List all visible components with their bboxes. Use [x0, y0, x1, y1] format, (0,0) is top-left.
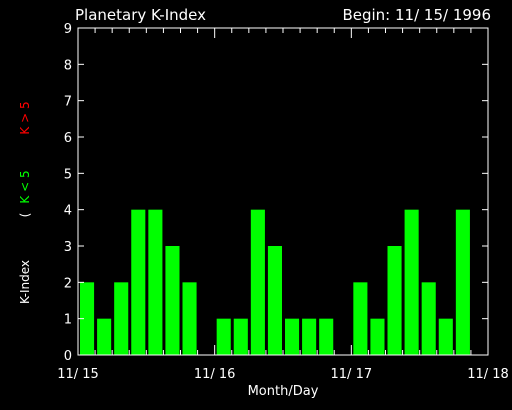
x-tick-label: 11/ 18 — [467, 367, 509, 382]
y-tick-label: 5 — [64, 167, 72, 182]
k-index-bar — [216, 318, 231, 355]
k-index-bar — [421, 282, 436, 355]
k-index-bar — [319, 318, 334, 355]
k-index-bar — [114, 282, 129, 355]
k-index-bar — [233, 318, 248, 355]
y-tick-label: 3 — [64, 240, 72, 255]
y-tick-label: 4 — [64, 204, 72, 219]
k-index-bar — [182, 282, 197, 355]
k-index-bar — [285, 318, 300, 355]
x-tick-label: 11/ 16 — [194, 367, 236, 382]
y-tick-label: 9 — [64, 22, 72, 37]
k-index-bar — [148, 209, 163, 355]
k-index-bar — [370, 318, 385, 355]
k-index-bar — [97, 318, 112, 355]
begin-date: Begin: 11/ 15/ 1996 — [342, 6, 491, 24]
y-tick-label: 1 — [64, 313, 72, 328]
y-axis-label-group: K-Index ( K < 5 K > 5 — [18, 101, 32, 304]
bars-group — [80, 209, 470, 355]
y-tick-label: 6 — [64, 131, 72, 146]
x-axis: 11/ 15 11/ 16 11/ 17 11/ 18 — [57, 28, 509, 382]
y-axis-label-low: K < 5 — [18, 170, 32, 203]
k-index-bar — [387, 246, 402, 355]
k-index-bar — [250, 209, 265, 355]
y-axis-label-open-paren: ( — [18, 213, 32, 218]
y-axis-label-high: K > 5 — [18, 101, 32, 134]
k-index-bar — [80, 282, 95, 355]
k-index-bar — [267, 246, 282, 355]
y-tick-label: 8 — [64, 58, 72, 73]
y-axis-label: K-Index — [18, 260, 32, 304]
k-index-bar — [455, 209, 470, 355]
k-index-bar — [302, 318, 317, 355]
k-index-bar — [438, 318, 453, 355]
k-index-bar — [131, 209, 146, 355]
k-index-bar — [353, 282, 368, 355]
chart-title: Planetary K-Index — [75, 6, 206, 24]
x-tick-label: 11/ 15 — [57, 367, 99, 382]
y-tick-label: 0 — [64, 349, 72, 364]
k-index-bar — [165, 246, 180, 355]
y-tick-label: 7 — [64, 95, 72, 110]
y-axis: 0 1 2 3 4 5 6 7 8 9 — [64, 22, 488, 364]
k-index-bar — [404, 209, 419, 355]
y-tick-label: 2 — [64, 276, 72, 291]
x-axis-label: Month/Day — [248, 384, 319, 399]
x-tick-label: 11/ 17 — [331, 367, 373, 382]
